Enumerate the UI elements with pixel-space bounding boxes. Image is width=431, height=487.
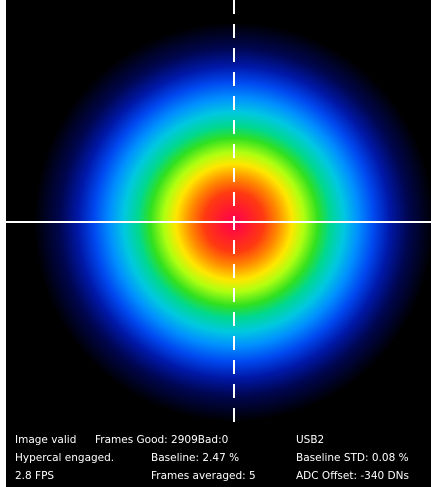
status-bar: Image valid Frames Good: 2909Bad:0 USB2 … [6,430,431,487]
beam-profiler-viewer: Image valid Frames Good: 2909Bad:0 USB2 … [6,0,431,487]
beam-image[interactable] [6,0,431,430]
fps-value: 2.8 FPS [15,470,55,482]
baseline-value: Baseline: 2.47 % [151,452,240,464]
connection-type: USB2 [296,434,325,446]
frames-good-bad-count: Frames Good: 2909Bad:0 [95,434,229,446]
adc-offset-value: ADC Offset: -340 DNs [296,470,409,482]
frames-averaged-value: Frames averaged: 5 [151,470,256,482]
baseline-std-value: Baseline STD: 0.08 % [296,452,409,464]
beam-profile-svg [6,0,431,430]
image-valid-status: Image valid [15,434,77,446]
hypercal-status: Hypercal engaged. [15,452,115,464]
